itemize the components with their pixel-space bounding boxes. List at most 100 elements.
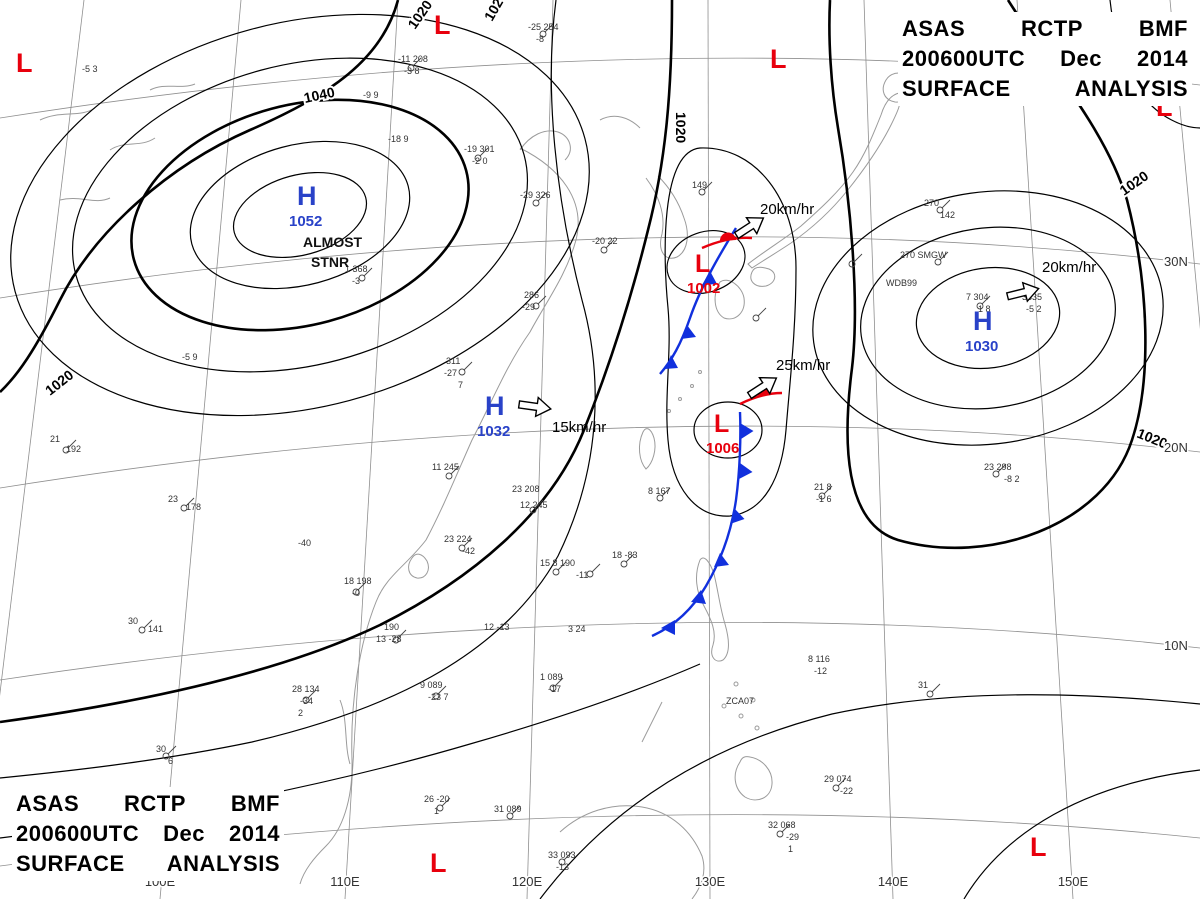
station-plot: -18 9 — [388, 134, 409, 144]
station-plot: 29 074 — [824, 774, 852, 784]
meridian — [0, 0, 85, 697]
station-plot: 28 134 — [292, 684, 320, 694]
isobar — [812, 190, 1164, 446]
wind-barb-icon — [625, 553, 635, 563]
wind-barb-icon — [479, 147, 489, 157]
title-line-1: ASAS RCTP BMF — [902, 16, 1188, 41]
wind-barb-icon — [437, 685, 447, 695]
station-plot: 26 -20 — [424, 794, 450, 804]
station-circle-icon — [752, 314, 760, 322]
station-plot: -23 7 — [428, 692, 449, 702]
isobar-label: 1020 — [481, 0, 511, 24]
station-plot: 23 208 — [512, 484, 540, 494]
station-circle-icon — [832, 784, 840, 792]
movement-arrow-icon — [1005, 281, 1040, 303]
wind-barb-icon — [537, 192, 547, 202]
isobar-label: 1020 — [404, 0, 435, 32]
station-plot: 7 — [458, 380, 463, 390]
meridian — [1169, 0, 1200, 330]
cold-front-triangle — [691, 590, 706, 604]
station-plot: 6 — [168, 756, 173, 766]
station-circle-icon — [445, 472, 453, 480]
pressure-value: 1032 — [477, 423, 510, 440]
station-circle-icon — [976, 302, 984, 310]
movement-arrow-icon — [733, 216, 765, 240]
station-plot: 18 198 — [344, 576, 372, 586]
isobar — [539, 694, 1200, 899]
latitude-label: 10N — [1164, 638, 1188, 653]
wind-barb-icon — [939, 251, 949, 261]
station-plot: -34 — [300, 696, 313, 706]
cold-front-triangle — [730, 508, 745, 524]
station-circle-icon — [926, 690, 934, 698]
station-circle-icon — [848, 260, 856, 268]
station-plot: -22 — [840, 786, 853, 796]
title-line-2: 200600UTC Dec 2014 — [16, 821, 280, 846]
coast-kyushu — [714, 279, 745, 320]
wind-barb-icon — [557, 561, 567, 571]
station-plot: -42 — [462, 546, 475, 556]
station-plot: 1 8 — [978, 304, 991, 314]
coast-china-mainland — [299, 147, 579, 885]
station-plot: 21 — [50, 434, 60, 444]
station-plot: -11 208 — [398, 54, 428, 64]
coast-shikoku — [750, 266, 776, 287]
station-plot: 13 -28 — [376, 634, 402, 644]
pressure-value: 1002 — [687, 280, 720, 297]
station-plot: 190 — [384, 622, 399, 632]
movement-speed-label: 25km/hr — [776, 357, 830, 374]
station-plot: 2 — [298, 708, 303, 718]
station-circle-icon — [698, 188, 706, 196]
station-circle-icon — [552, 568, 560, 576]
parallel — [0, 425, 1200, 489]
wind-barb-icon — [823, 485, 833, 495]
station-plot: -5 2 — [1026, 304, 1042, 314]
parallel — [0, 236, 1200, 299]
isobar-label: 1020 — [1117, 167, 1152, 198]
island-dot — [667, 409, 671, 413]
wind-barb-icon — [307, 689, 317, 699]
wind-barb-icon — [757, 307, 767, 317]
station-circle-icon — [600, 246, 608, 254]
station-plot: WDB99 — [886, 278, 917, 288]
wind-barb-icon — [853, 253, 863, 263]
wind-barb-icon — [591, 563, 601, 573]
wind-barb-icon — [67, 439, 77, 449]
station-plot: 1 — [788, 844, 793, 854]
wind-barb-icon — [167, 745, 177, 755]
station-plot: -2 0 — [472, 156, 488, 166]
wind-barb-icon — [357, 581, 367, 591]
longitude-label: 110E — [330, 874, 360, 889]
isobar-label: 1040 — [302, 84, 336, 106]
station-circle-icon — [180, 504, 188, 512]
station-plot: 11 245 — [432, 462, 459, 472]
wind-barb-icon — [563, 851, 573, 861]
high-center-symbol: H — [297, 181, 317, 211]
station-plot: -3 — [352, 276, 360, 286]
cold-front-triangle — [714, 553, 729, 567]
movement-speed-label: 20km/hr — [1042, 259, 1096, 276]
station-plot: -27 — [444, 368, 457, 378]
terrain-squiggle — [109, 137, 156, 151]
warm-front-semicircle — [719, 232, 736, 241]
station-circle-icon — [656, 494, 664, 502]
coast-taiwan — [638, 428, 656, 470]
station-circle-icon — [934, 258, 942, 266]
wind-barb-icon — [544, 23, 554, 33]
center-annotation: ALMOST — [303, 234, 363, 250]
cold-front-triangle — [665, 355, 678, 369]
longitude-label: 120E — [512, 874, 543, 889]
station-plot: 31 089 — [494, 804, 522, 814]
station-circle-icon — [620, 560, 628, 568]
cold-front-triangle — [681, 325, 696, 339]
station-circle-icon — [432, 692, 440, 700]
cold-front-triangle — [661, 620, 675, 635]
station-plot: 7 304 — [966, 292, 989, 302]
island-dot — [721, 703, 727, 709]
station-plot: -13 — [556, 862, 569, 872]
wind-barb-icon — [363, 267, 373, 277]
isobar — [915, 266, 1061, 370]
